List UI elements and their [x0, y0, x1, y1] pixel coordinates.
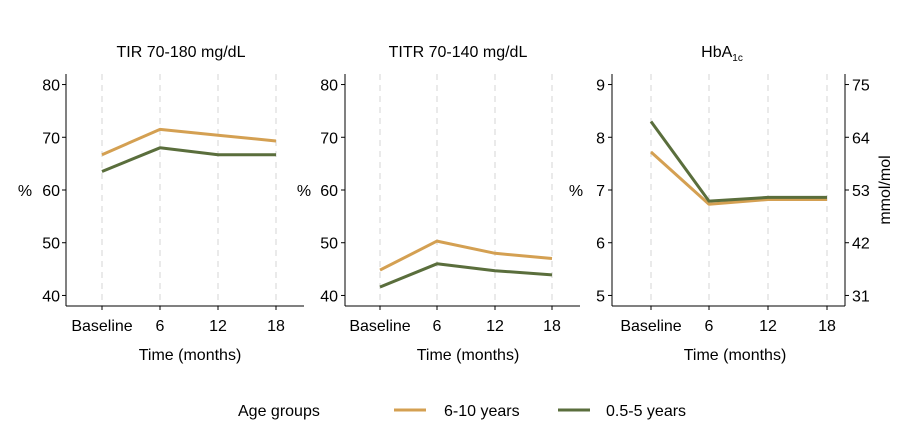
x-tick-label: 18: [543, 318, 561, 335]
legend-title: Age groups: [238, 403, 320, 420]
x-axis-label: Time (months): [139, 347, 242, 364]
y-tick-label-right: 53: [852, 183, 870, 200]
legend-label-2: 0.5-5 years: [606, 403, 686, 420]
y-tick-label-right: 64: [852, 130, 870, 147]
chart-title: TITR 70-140 mg/dL: [389, 44, 528, 61]
x-tick-label: 6: [705, 318, 714, 335]
chart-title: TIR 70-180 mg/dL: [117, 44, 246, 61]
x-tick-label: 12: [209, 318, 227, 335]
y-tick-label: 50: [320, 236, 338, 253]
y-tick-label: 70: [42, 130, 60, 147]
x-tick-label: 18: [818, 318, 836, 335]
y-tick-label: 6: [596, 236, 605, 253]
x-axis-label: Time (months): [684, 347, 787, 364]
x-tick-label: 18: [267, 318, 285, 335]
x-tick-label: Baseline: [71, 318, 132, 335]
series-line-age-0-5-5: [379, 262, 553, 289]
y-tick-label: 5: [596, 288, 605, 305]
y-tick-label-right: 42: [852, 236, 870, 253]
y-axis-label: %: [297, 183, 311, 200]
y-tick-label: 80: [320, 78, 338, 95]
y-tick-label: 9: [596, 78, 605, 95]
y-tick-label: 40: [320, 288, 338, 305]
series-line-age-0-5-5: [649, 120, 827, 203]
chart-title: HbA1c: [701, 44, 743, 64]
x-tick-label: 12: [759, 318, 777, 335]
y-tick-label: 70: [320, 130, 338, 147]
chart-title-subscript: 1c: [732, 53, 743, 64]
y-tick-label-right: 75: [852, 78, 870, 95]
x-tick-label: 6: [156, 318, 165, 335]
legend-label-1: 6-10 years: [444, 403, 520, 420]
series-line-age-6-10: [101, 127, 277, 157]
y-tick-label: 60: [320, 183, 338, 200]
y-tick-label: 80: [42, 78, 60, 95]
y-tick-label: 7: [596, 183, 605, 200]
x-tick-label: Baseline: [349, 318, 410, 335]
series-line-age-0-5-5: [101, 146, 276, 173]
x-tick-label: Baseline: [620, 318, 681, 335]
y-axis-right-label: mmol/mol: [877, 155, 894, 224]
series-line-age-6-10: [649, 150, 827, 206]
y-tick-label: 60: [42, 183, 60, 200]
y-tick-label: 40: [42, 288, 60, 305]
x-tick-label: 6: [433, 318, 442, 335]
x-tick-label: 12: [486, 318, 504, 335]
x-axis-label: Time (months): [417, 347, 520, 364]
y-tick-label: 8: [596, 130, 605, 147]
y-tick-label: 50: [42, 236, 60, 253]
y-axis-label: %: [569, 183, 583, 200]
y-axis-label: %: [18, 183, 32, 200]
y-tick-label-right: 31: [852, 288, 870, 305]
series-line-age-6-10: [379, 239, 553, 272]
